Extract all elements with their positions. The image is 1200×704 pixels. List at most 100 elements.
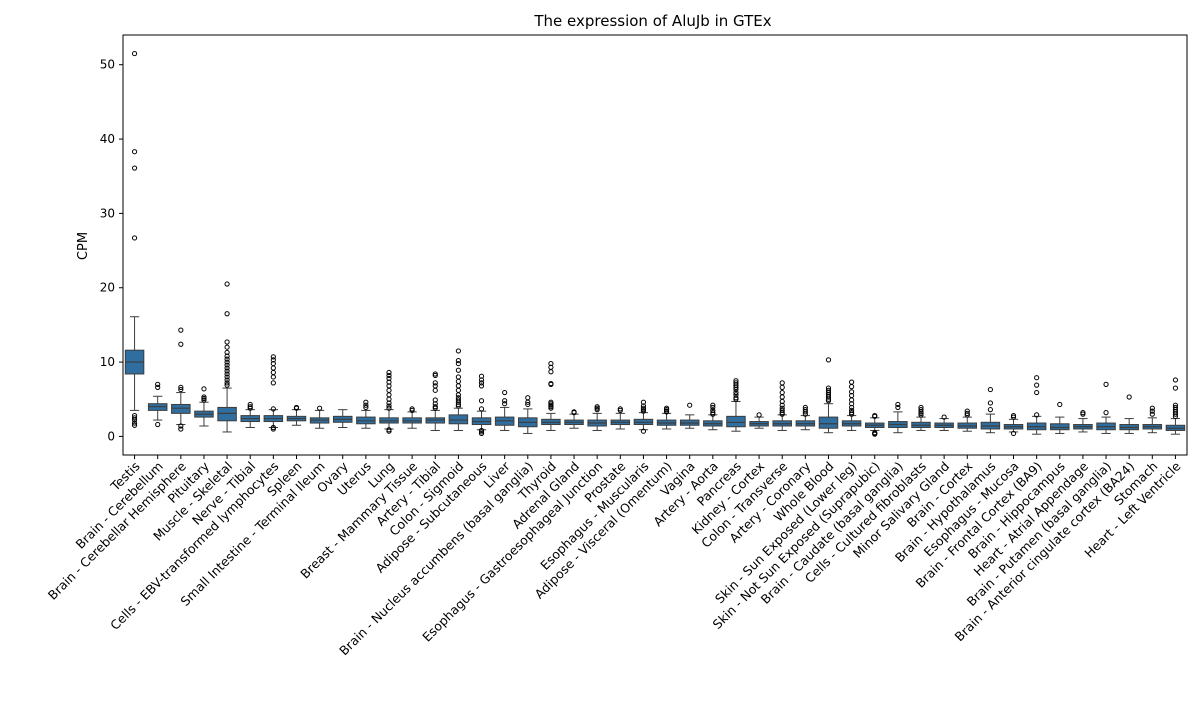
outlier-point — [178, 384, 184, 390]
outlier-point — [1034, 412, 1040, 418]
outlier-point — [849, 384, 855, 390]
outlier-point — [502, 398, 508, 404]
outlier-point — [178, 327, 184, 333]
outlier-point — [293, 405, 300, 411]
box-group — [1142, 405, 1163, 434]
box-group — [379, 369, 399, 434]
outlier-point — [1172, 411, 1179, 417]
outlier-point — [455, 367, 461, 373]
outlier-point — [363, 399, 369, 405]
y-tick-label: 20 — [100, 281, 115, 295]
outlier-point — [478, 398, 485, 404]
outlier-point — [640, 428, 647, 434]
outlier-point — [710, 411, 716, 417]
box-group — [124, 50, 145, 428]
outlier-point — [710, 404, 716, 411]
box-group — [633, 399, 654, 434]
outlier-point — [224, 353, 230, 359]
outlier-point — [224, 359, 230, 365]
box-group — [147, 381, 168, 428]
outlier-point — [756, 412, 762, 418]
box-group — [934, 414, 954, 431]
box-group — [795, 404, 816, 431]
box-group — [240, 401, 260, 428]
box-group — [402, 406, 422, 429]
y-tick-label: 10 — [100, 355, 115, 369]
outlier-point — [155, 381, 161, 387]
outlier-point — [270, 354, 276, 360]
outlier-point — [779, 380, 785, 386]
outlier-point — [178, 386, 184, 393]
outlier-point — [455, 392, 461, 398]
outlier-point — [1010, 430, 1017, 437]
outlier-point — [131, 417, 138, 423]
outlier-point — [131, 422, 138, 428]
outlier-point — [1103, 381, 1109, 387]
outlier-point — [525, 399, 531, 405]
y-axis-label: CPM — [76, 232, 91, 260]
outlier-point — [1149, 411, 1155, 417]
box-group — [888, 401, 908, 434]
outlier-point — [155, 384, 161, 390]
outlier-point — [386, 405, 392, 411]
box-group — [587, 404, 607, 431]
y-tick-label: 30 — [100, 206, 115, 220]
outlier-point — [571, 410, 577, 416]
box-iqr — [217, 406, 237, 422]
box-group — [656, 405, 677, 430]
box-group — [356, 399, 376, 429]
outlier-point — [270, 426, 276, 432]
outlier-point — [941, 414, 947, 420]
box-group — [772, 380, 792, 431]
outlier-point — [432, 387, 438, 393]
outlier-point — [409, 407, 415, 413]
outlier-point — [178, 341, 184, 347]
box-group — [841, 379, 862, 431]
outlier-point — [1034, 375, 1040, 381]
outlier-point — [131, 50, 138, 57]
outlier-point — [502, 401, 508, 407]
outlier-point — [224, 365, 230, 371]
outlier-point — [386, 369, 392, 376]
outlier-point — [363, 404, 369, 411]
box-group — [518, 395, 538, 434]
outlier-point — [825, 398, 832, 404]
outlier-point — [779, 389, 785, 396]
plot-frame — [122, 34, 1188, 456]
box-group — [864, 413, 885, 437]
outlier-point — [432, 380, 438, 386]
outlier-point — [548, 369, 554, 375]
outlier-point — [224, 356, 230, 362]
outlier-point — [1172, 385, 1179, 391]
outlier-point — [1034, 382, 1040, 388]
outlier-point — [687, 402, 693, 408]
box-iqr — [1050, 423, 1070, 431]
outlier-point — [710, 402, 716, 408]
outlier-point — [386, 403, 392, 409]
outlier-point — [825, 357, 832, 363]
outlier-point — [131, 415, 138, 421]
y-tick-label: 40 — [100, 132, 115, 146]
outlier-point — [964, 412, 970, 418]
outlier-point — [849, 411, 855, 417]
box-group — [726, 378, 746, 432]
outlier-point — [733, 384, 739, 390]
outlier-point — [455, 387, 461, 393]
outlier-point — [432, 372, 438, 379]
outlier-point — [131, 149, 138, 155]
box-group — [309, 405, 330, 429]
outlier-point — [386, 428, 392, 434]
outlier-point — [455, 403, 461, 409]
box-group — [610, 406, 631, 430]
outlier-point — [178, 426, 184, 432]
box-iqr — [726, 415, 746, 428]
outlier-point — [455, 360, 461, 367]
box-group — [332, 409, 353, 428]
outlier-point — [363, 402, 369, 408]
outlier-point — [270, 374, 276, 380]
outlier-point — [548, 405, 554, 411]
outlier-point — [478, 406, 485, 412]
outlier-point — [1126, 394, 1132, 400]
